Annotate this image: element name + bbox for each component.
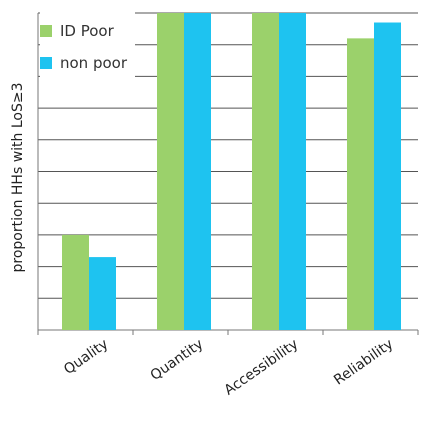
legend-label-non-poor: non poor [60,53,128,72]
legend-item-id-poor: ID Poor [40,15,127,47]
x-tick-label-reliability: Reliability [331,336,396,388]
bar-accessibility-id-poor [252,13,279,330]
legend-swatch-id-poor [40,25,52,37]
x-tick-label-quantity: Quantity [148,336,207,384]
legend-item-non-poor: non poor [40,47,127,79]
bar-accessibility-non-poor [279,13,306,330]
bar-quantity-id-poor [157,13,184,330]
x-tick-label-quality: Quality [61,336,111,378]
bar-quantity-non-poor [184,13,211,330]
legend: ID Poor non poor [40,12,136,82]
y-axis-label: proportion HHs with LoS≥3 [10,83,26,273]
x-tick-label-accessibility: Accessibility [222,336,302,399]
legend-label-id-poor: ID Poor [60,21,114,40]
bar-reliability-id-poor [347,38,374,331]
bar-quality-non-poor [89,257,116,330]
legend-swatch-non-poor [40,57,52,69]
bar-reliability-non-poor [374,22,401,330]
bar-quality-id-poor [62,234,89,330]
